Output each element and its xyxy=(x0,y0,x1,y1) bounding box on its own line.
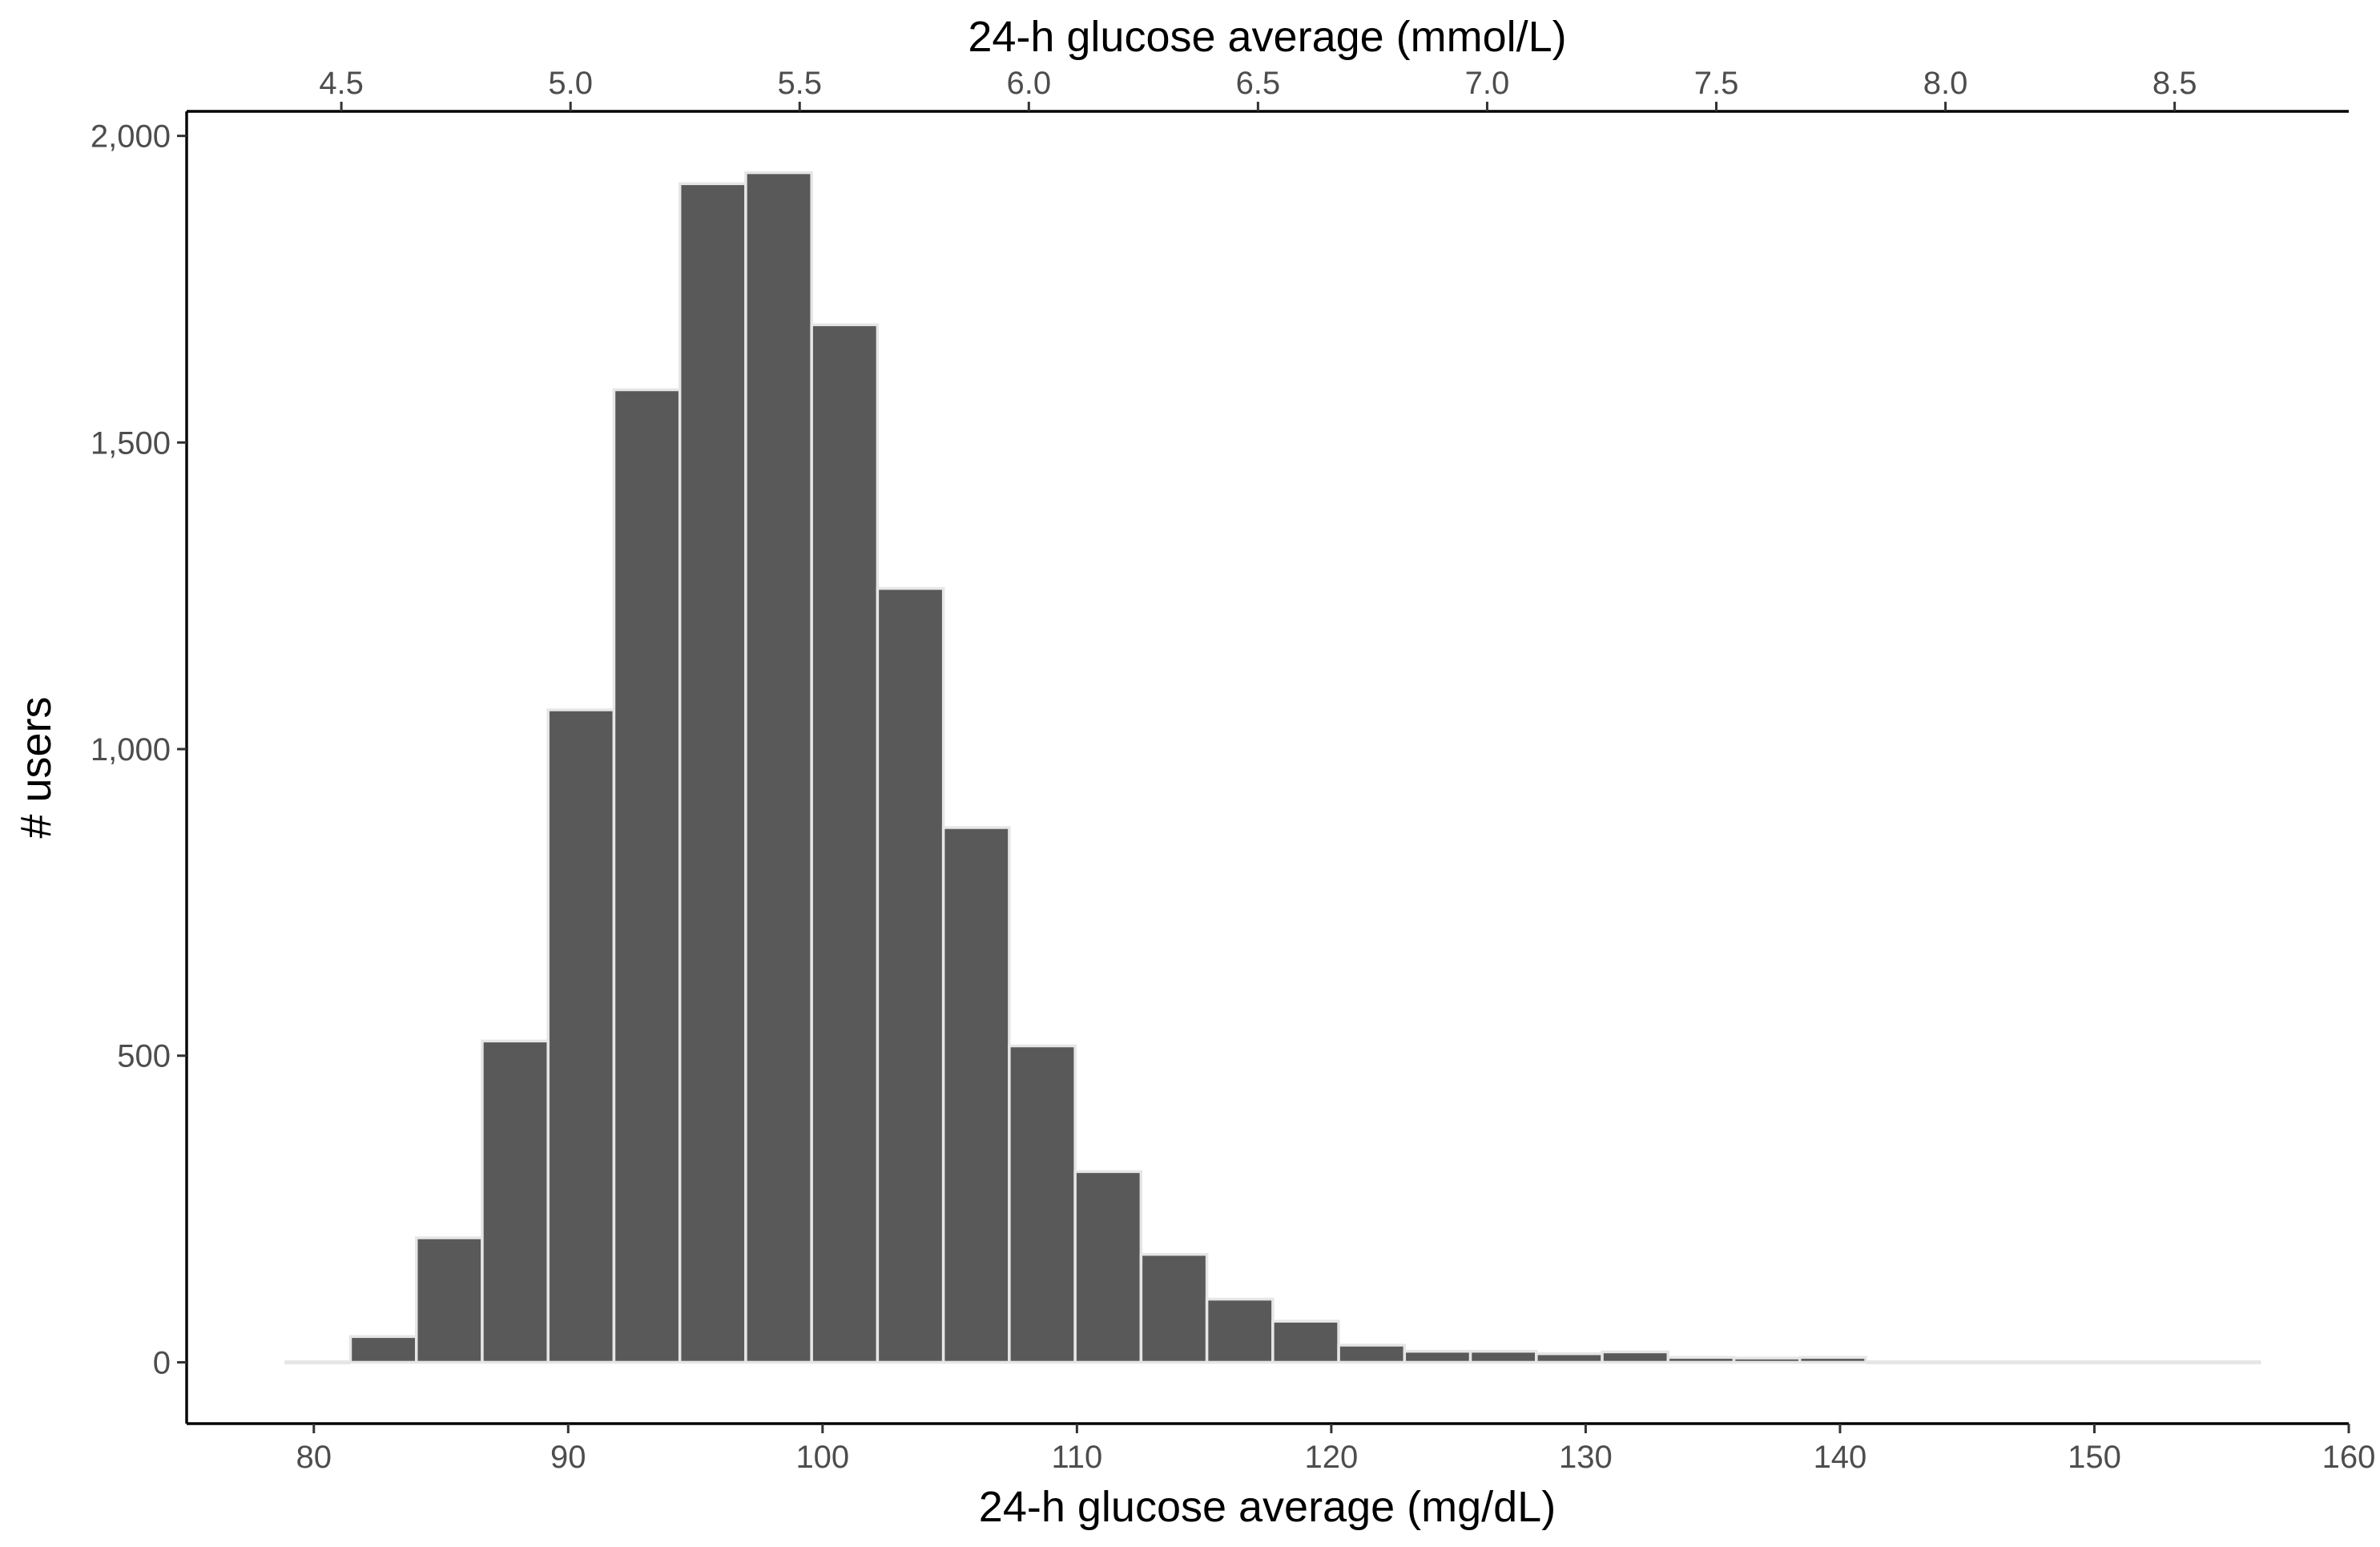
histogram-bar xyxy=(1337,1344,1407,1364)
y-tick-label: 1,500 xyxy=(91,425,171,461)
histogram-bar xyxy=(546,708,616,1364)
top-tick-label: 8.5 xyxy=(2152,66,2197,101)
top-tick-label: 8.0 xyxy=(1923,66,1968,101)
histogram-bar xyxy=(1468,1349,1538,1364)
histogram-bar xyxy=(744,171,813,1364)
top-axis-ticks: 4.5 5.0 5.5 6.0 6.5 7.0 7.5 8.0 8.5 xyxy=(319,66,2197,111)
y-tick-label: 1,000 xyxy=(91,732,171,767)
histogram-bar xyxy=(1732,1356,1802,1364)
top-tick-label: 7.0 xyxy=(1465,66,1510,101)
histogram-bar xyxy=(1403,1349,1472,1364)
histogram-bar xyxy=(1139,1252,1209,1364)
x-tick-label: 140 xyxy=(1814,1440,1867,1475)
histogram-bar xyxy=(414,1236,484,1364)
histogram-bar xyxy=(810,323,880,1364)
x-axis-title: 24-h glucose average (mg/dL) xyxy=(979,1483,1556,1531)
x-tick-label: 80 xyxy=(296,1440,332,1475)
histogram-bar xyxy=(1008,1044,1077,1364)
top-tick-label: 4.5 xyxy=(319,66,364,101)
x-tick-label: 120 xyxy=(1305,1440,1359,1475)
y-axis-title: # users xyxy=(12,696,60,838)
x-tick-label: 150 xyxy=(2068,1440,2121,1475)
x-axis-ticks: 80 90 100 110 120 130 140 150 160 xyxy=(296,1424,2376,1475)
x-tick-label: 110 xyxy=(1051,1440,1102,1475)
top-axis-title: 24-h glucose average (mmol/L) xyxy=(968,13,1566,61)
top-tick-label: 7.5 xyxy=(1694,66,1739,101)
histogram-bar xyxy=(1535,1352,1604,1364)
x-tick-label: 130 xyxy=(1559,1440,1613,1475)
y-axis-ticks: 0 500 1,000 1,500 2,000 xyxy=(91,119,187,1380)
histogram-bar xyxy=(1798,1356,1867,1364)
histogram-bar xyxy=(1601,1350,1670,1364)
histogram-bar xyxy=(481,1039,550,1364)
histogram-bar xyxy=(348,1335,418,1364)
histogram-bar xyxy=(678,182,747,1364)
x-tick-label: 90 xyxy=(550,1440,586,1475)
y-tick-label: 0 xyxy=(153,1345,171,1380)
top-tick-label: 5.0 xyxy=(548,66,593,101)
x-tick-label: 100 xyxy=(795,1440,849,1475)
y-tick-label: 2,000 xyxy=(91,119,171,155)
top-tick-label: 5.5 xyxy=(777,66,822,101)
histogram-bar xyxy=(1073,1170,1143,1364)
x-tick-label: 160 xyxy=(2322,1440,2376,1475)
histogram-bar xyxy=(1666,1356,1736,1364)
y-tick-label: 500 xyxy=(117,1039,171,1074)
histogram-bar xyxy=(941,826,1011,1364)
top-tick-label: 6.5 xyxy=(1236,66,1281,101)
histogram-bar xyxy=(612,388,682,1364)
histogram-bars xyxy=(284,171,2261,1364)
histogram-bar xyxy=(876,586,945,1364)
top-tick-label: 6.0 xyxy=(1007,66,1052,101)
histogram-bar xyxy=(1271,1319,1340,1364)
histogram-bar xyxy=(1205,1297,1275,1364)
